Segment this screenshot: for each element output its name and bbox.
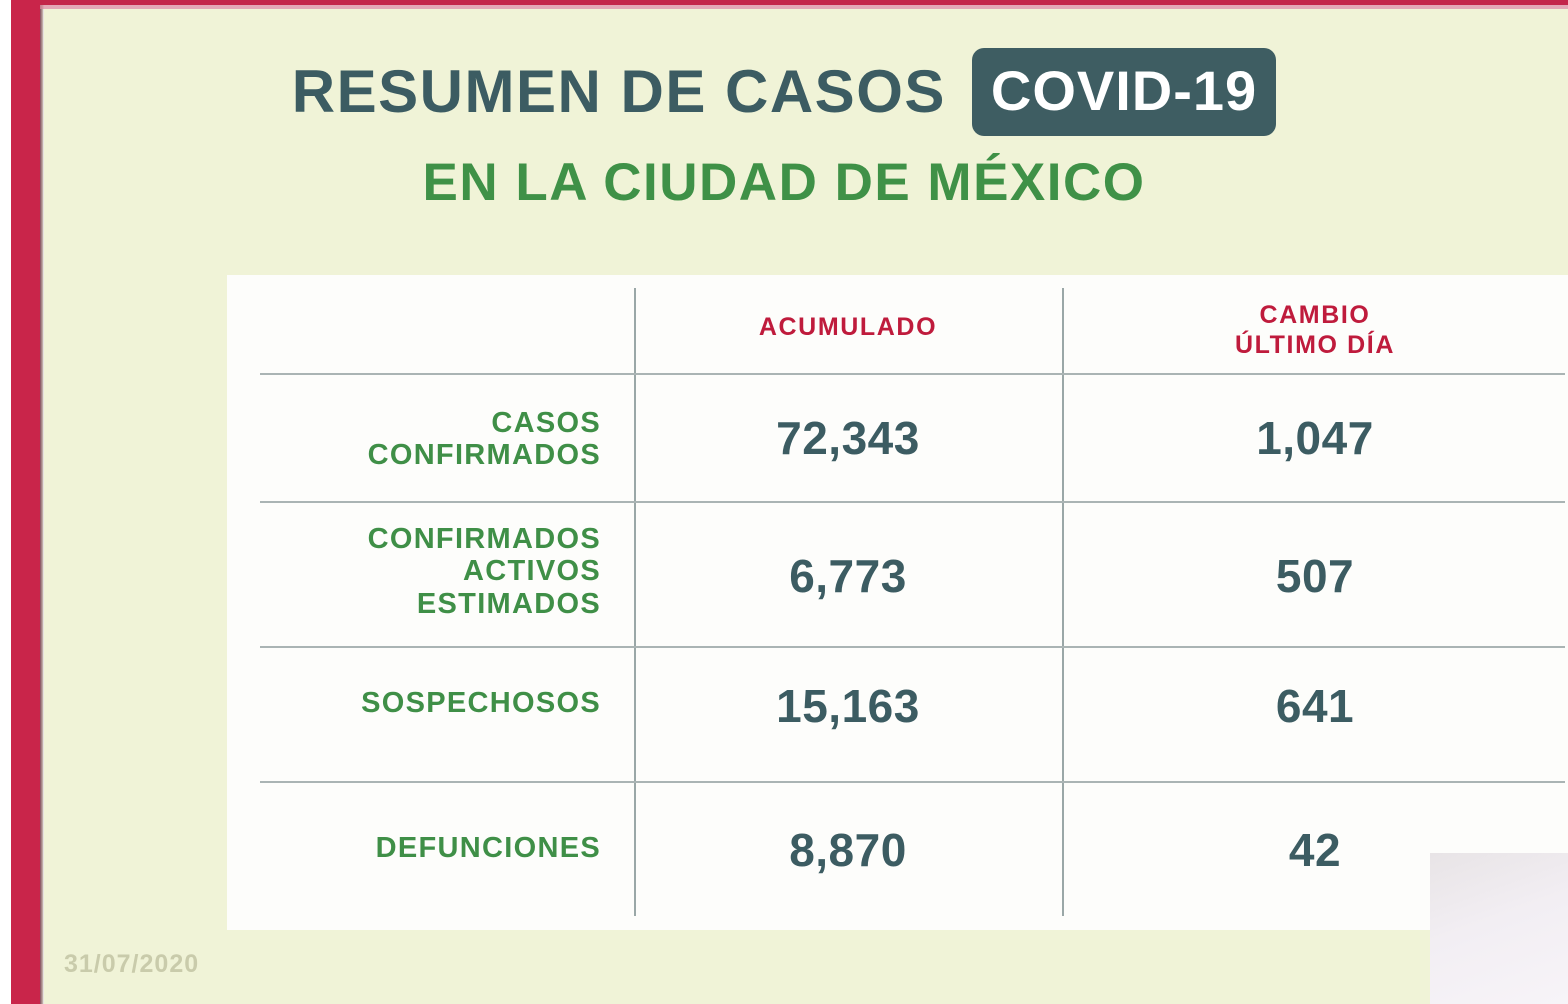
row-label-casos-confirmados: CASOS CONFIRMADOS	[260, 407, 601, 472]
column-header-acumulado: ACUMULADO	[758, 313, 938, 341]
row-label-sospechosos: SOSPECHOSOS	[260, 687, 601, 719]
page-subtitle: EN LA CIUDAD DE MÉXICO	[422, 153, 1146, 212]
left-accent-bar	[11, 0, 40, 1004]
column-header-cambio-line2: ÚLTIMO DÍA	[1235, 330, 1395, 359]
value-confirmados-activos-cambio: 507	[1275, 550, 1355, 602]
column-header-cambio: CAMBIO ÚLTIMO DÍA	[1062, 301, 1568, 360]
row-label-line: DEFUNCIONES	[375, 832, 601, 864]
left-accent-bar-shadow	[40, 0, 44, 1004]
title-line-primary: RESUMEN DE CASOS COVID-19	[44, 48, 1524, 136]
row-label-line: ESTIMADOS	[416, 587, 601, 620]
covid-badge: COVID-19	[971, 48, 1277, 136]
column-header-cambio-line1: CAMBIO	[1259, 301, 1371, 329]
row-label-line: CASOS	[491, 407, 601, 439]
value-casos-confirmados-acumulado: 72,343	[776, 412, 920, 464]
table-row-divider-1	[260, 373, 1565, 375]
row-label-confirmados-activos-estimados: CONFIRMADOS ACTIVOS ESTIMADOS	[260, 523, 601, 620]
row-label-line: SOSPECHOSOS	[361, 687, 601, 719]
value-confirmados-activos-acumulado: 6,773	[789, 550, 907, 602]
top-accent-rule	[40, 0, 1568, 5]
value-defunciones-acumulado: 8,870	[789, 824, 907, 876]
value-sospechosos-acumulado: 15,163	[776, 680, 920, 732]
row-label-line: CONFIRMADOS	[367, 439, 601, 472]
video-overlay-box	[1430, 853, 1568, 1004]
top-accent-rule-soft	[40, 5, 1568, 9]
table-row-divider-3	[260, 646, 1565, 648]
table-row-divider-4	[260, 781, 1565, 783]
page-title: RESUMEN DE CASOS	[291, 58, 946, 125]
table-column-divider-2	[1062, 288, 1064, 916]
value-casos-confirmados-cambio: 1,047	[1256, 412, 1374, 464]
row-label-line: ACTIVOS	[463, 555, 601, 588]
value-defunciones-cambio: 42	[1288, 824, 1342, 876]
title-block: RESUMEN DE CASOS COVID-19 EN LA CIUDAD D…	[44, 48, 1524, 209]
report-date: 31/07/2020	[64, 950, 200, 978]
summary-table-panel: ACUMULADO CAMBIO ÚLTIMO DÍA CASOS CONFIR…	[227, 275, 1568, 930]
row-label-defunciones: DEFUNCIONES	[260, 832, 601, 864]
table-column-divider-1	[634, 288, 636, 916]
table-row-divider-2	[260, 501, 1565, 503]
value-sospechosos-cambio: 641	[1275, 680, 1355, 732]
row-label-line: CONFIRMADOS	[367, 523, 601, 555]
